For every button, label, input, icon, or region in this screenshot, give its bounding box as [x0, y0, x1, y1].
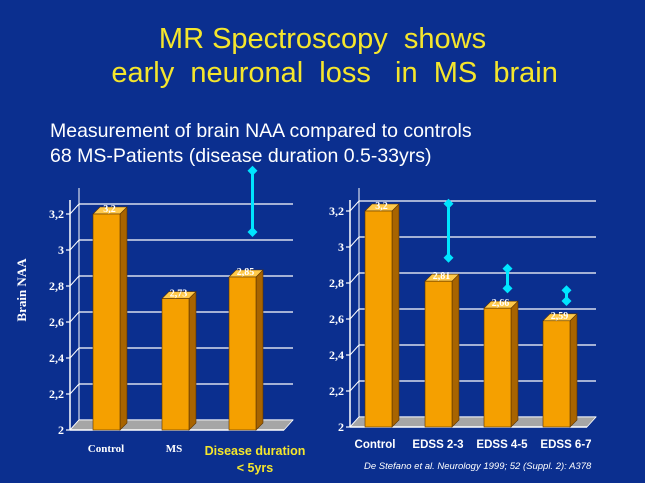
- data-label: 2,73: [170, 289, 188, 300]
- gridline-depth: [349, 308, 360, 320]
- bar-side: [451, 273, 460, 428]
- bar-side: [255, 269, 264, 431]
- error-bar-diamond: [443, 198, 454, 209]
- error-bar: [502, 263, 513, 294]
- data-label: 3,2: [375, 201, 388, 212]
- error-bar-diamond: [443, 252, 454, 263]
- error-bar-diamond: [502, 283, 513, 294]
- y-tick-label: 2,8: [49, 279, 64, 293]
- slide-title: MR Spectroscopy shows early neuronal los…: [0, 22, 645, 90]
- data-label: 2,85: [237, 267, 255, 278]
- title-line-2: early neuronal loss in MS brain: [87, 57, 558, 89]
- category-label: EDSS 4-5: [476, 439, 528, 451]
- category-label: Control: [355, 439, 396, 451]
- y-tick-label: 3: [58, 243, 64, 257]
- bar: [228, 269, 264, 431]
- subtitle-line-2: 68 MS-Patients (disease duration 0.5-33y…: [50, 145, 432, 167]
- error-bar-diamond: [247, 165, 258, 176]
- chart-1: 2 2,2 2,4 2,6 2,8 3 3,2 3,2 2,73 2,85 Control MS: [49, 165, 294, 455]
- gridline-depth: [349, 272, 360, 284]
- subtitle-line-1: Measurement of brain NAA compared to con…: [50, 120, 472, 142]
- error-bar-diamond: [502, 263, 513, 274]
- y-tick-label: 2,2: [329, 384, 344, 398]
- citation: De Stefano et al. Neurology 1999; 52 (Su…: [364, 461, 592, 472]
- gridline-depth: [69, 347, 80, 359]
- bar-side: [119, 206, 128, 431]
- note-line-2: < 5yrs: [236, 461, 274, 475]
- gridline-depth: [349, 236, 360, 248]
- error-bar-diamond: [561, 296, 572, 306]
- gridline-depth: [69, 275, 80, 287]
- category-label: Control: [88, 443, 124, 455]
- gridline-depth: [69, 383, 80, 395]
- bar-front: [424, 280, 453, 428]
- category-label: EDSS 6-7: [540, 439, 591, 451]
- error-bar: [247, 165, 258, 237]
- bar-side: [510, 300, 519, 428]
- bar-front: [483, 307, 512, 428]
- disease-duration-note: Disease duration < 5yrs: [192, 443, 318, 477]
- bar-front: [542, 320, 571, 428]
- y-tick-label: 3: [338, 240, 344, 254]
- note-line-1: Disease duration: [204, 444, 306, 458]
- bar-front: [92, 213, 121, 431]
- gridline-depth: [349, 200, 360, 212]
- error-bar: [443, 198, 454, 263]
- y-tick-label: 2,8: [329, 276, 344, 290]
- title-line-1: MR Spectroscopy shows: [158, 23, 487, 55]
- bar: [424, 273, 460, 428]
- bar-front: [364, 210, 393, 428]
- category-label: MS: [166, 443, 183, 455]
- error-bar: [561, 285, 572, 306]
- bar-front: [228, 276, 257, 431]
- data-label: 3,2: [103, 204, 116, 215]
- bar: [161, 290, 197, 431]
- bar: [542, 313, 578, 428]
- bar: [483, 300, 519, 428]
- error-bar-diamond: [561, 285, 572, 296]
- category-label: EDSS 2-3: [412, 439, 463, 451]
- y-tick-label: 2,4: [329, 348, 344, 362]
- bar-side: [391, 203, 400, 428]
- bar-side: [188, 290, 197, 431]
- bar: [92, 206, 128, 431]
- bar-side: [569, 313, 578, 428]
- gridline-depth: [69, 311, 80, 323]
- gridline-depth: [69, 203, 80, 215]
- error-bar-diamond: [247, 227, 258, 237]
- y-tick-label: 2,6: [329, 312, 344, 326]
- data-label: 2,81: [433, 271, 451, 282]
- y-tick-label: 2,4: [49, 351, 64, 365]
- gridline-depth: [349, 344, 360, 356]
- bar: [364, 203, 400, 428]
- y-tick-label: 2,2: [49, 387, 64, 401]
- gridline-depth: [69, 239, 80, 251]
- bar-front: [161, 298, 190, 431]
- data-label: 2,66: [492, 298, 510, 309]
- gridline-depth: [349, 380, 360, 392]
- y-tick-label: 2,6: [49, 315, 64, 329]
- chart-2: 2 2,2 2,4 2,6 2,8 3 3,2 3,2 2,81 2,66 2,59 Control E…: [329, 188, 597, 451]
- y-tick-label: 3,2: [49, 207, 64, 221]
- data-label: 2,59: [551, 311, 569, 322]
- y-tick-label: 2: [338, 420, 344, 434]
- slide-subtitle: Measurement of brain NAA compared to con…: [50, 119, 472, 169]
- y-tick-label: 2: [58, 423, 64, 437]
- y-tick-label: 3,2: [329, 204, 344, 218]
